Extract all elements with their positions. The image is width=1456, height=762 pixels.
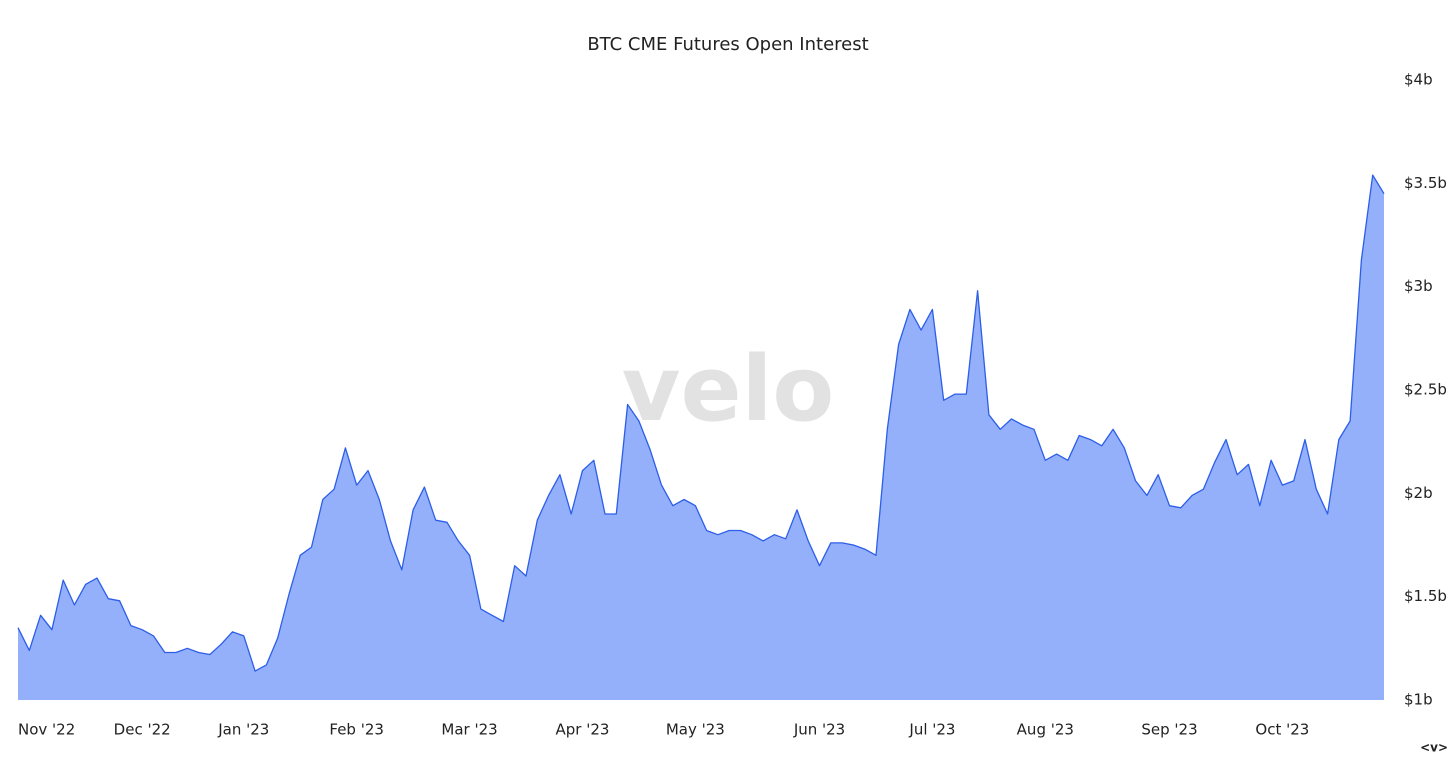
- area-line: [17, 174, 1385, 672]
- x-tick-label: Oct '23: [1255, 721, 1309, 739]
- x-tick-label: Jul '23: [908, 721, 955, 739]
- y-tick-label: $3.5b: [1404, 174, 1447, 192]
- x-tick-label: Mar '23: [441, 721, 497, 739]
- x-tick-label: Sep '23: [1141, 721, 1197, 739]
- y-tick-label: $4b: [1404, 71, 1433, 89]
- y-tick-label: $2.5b: [1404, 381, 1447, 399]
- x-tick-label: May '23: [666, 721, 725, 739]
- x-tick-label: Feb '23: [329, 721, 384, 739]
- x-tick-label: Jun '23: [793, 721, 845, 739]
- y-tick-label: $1b: [1404, 691, 1433, 709]
- area-fill: [18, 175, 1384, 701]
- x-tick-label: Aug '23: [1017, 721, 1074, 739]
- footer-mark: <v>: [1420, 741, 1448, 755]
- x-tick-label: Dec '22: [114, 721, 171, 739]
- x-tick-label: Nov '22: [18, 721, 75, 739]
- watermark: velo: [622, 337, 834, 442]
- y-tick-label: $1.5b: [1404, 587, 1447, 605]
- chart-title: BTC CME Futures Open Interest: [587, 34, 868, 55]
- x-tick-label: Jan '23: [217, 721, 269, 739]
- y-tick-label: $3b: [1404, 277, 1433, 295]
- y-tick-label: $2b: [1404, 484, 1433, 502]
- x-tick-label: Apr '23: [555, 721, 609, 739]
